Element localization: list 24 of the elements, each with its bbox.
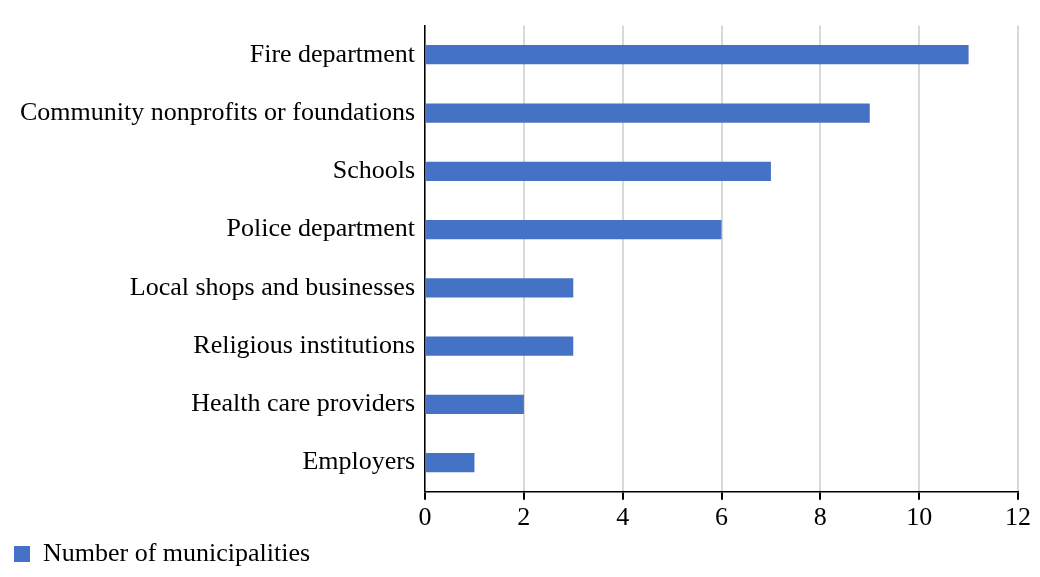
x-tick-label: 6 — [715, 502, 729, 532]
y-tick-label: Religious institutions — [193, 329, 416, 359]
bar — [426, 336, 574, 356]
bar — [426, 161, 771, 181]
x-tick-label: 10 — [906, 502, 933, 532]
x-tick-label: 8 — [813, 502, 827, 532]
x-tick-label: 2 — [517, 502, 531, 532]
y-tick-label: Police department — [226, 213, 416, 243]
y-tick-label: Local shops and businesses — [129, 271, 416, 301]
y-tick-label: Employers — [302, 446, 416, 476]
y-tick-label: Community nonprofits or foundations — [19, 96, 416, 126]
y-tick-label: Health care providers — [191, 388, 416, 418]
y-tick-label: Fire department — [249, 38, 416, 68]
bar — [426, 453, 475, 473]
x-tick-label: 12 — [1005, 502, 1031, 532]
bar — [426, 278, 574, 298]
x-tick-label: 4 — [616, 502, 630, 532]
y-tick-label: Schools — [332, 155, 416, 185]
bar — [426, 103, 870, 123]
x-tick-label: 0 — [418, 502, 432, 532]
legend-label: Number of municipalities — [43, 537, 311, 567]
bar — [426, 45, 969, 65]
bar — [426, 394, 524, 414]
bar — [426, 219, 722, 240]
